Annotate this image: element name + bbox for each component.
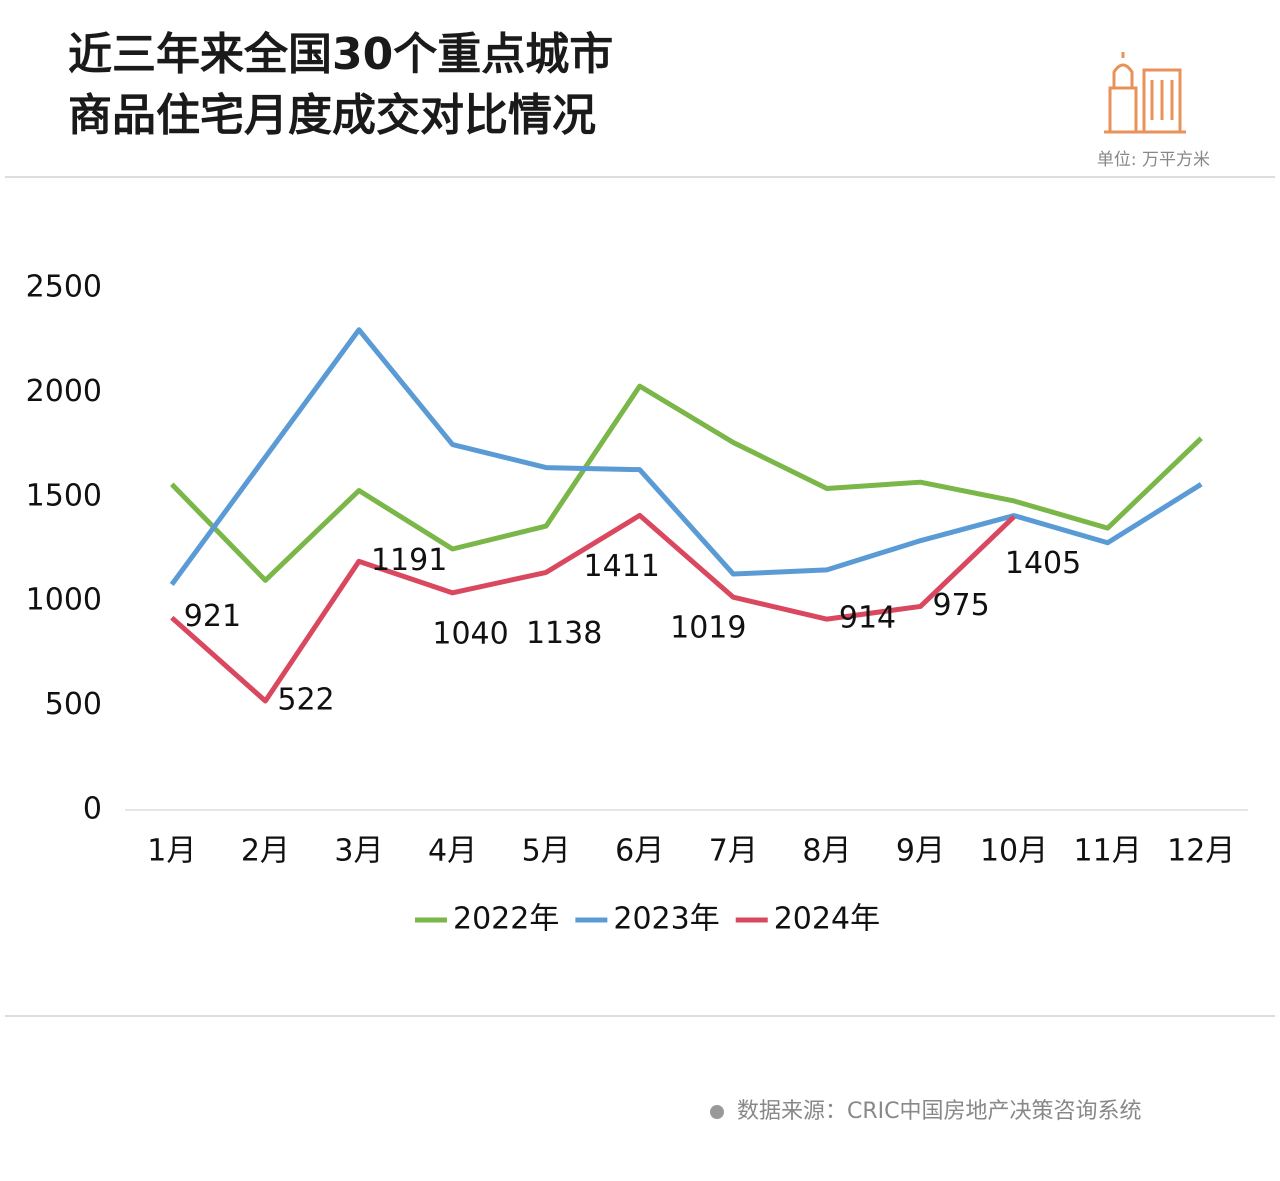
title-line: 近三年来全国30个重点城市 <box>68 29 613 80</box>
y-tick-label: 500 <box>45 687 102 722</box>
series-line <box>170 512 1016 704</box>
y-tick-label: 1500 <box>26 478 102 513</box>
series-line <box>170 383 1203 583</box>
data-label: 1411 <box>584 549 660 584</box>
source-bullet <box>710 1105 724 1119</box>
x-tick-label: 3月 <box>334 834 383 869</box>
x-tick-label: 4月 <box>428 834 477 869</box>
data-label: 1191 <box>371 543 447 578</box>
y-tick-label: 1000 <box>26 583 102 618</box>
legend-label: 2022年 <box>453 902 559 937</box>
series-line <box>169 327 1203 586</box>
title-line: 商品住宅月度成交对比情况 <box>68 90 596 141</box>
legend-label: 2023年 <box>613 902 719 937</box>
y-tick-label: 0 <box>83 792 102 827</box>
x-tick-label: 7月 <box>709 834 758 869</box>
legend-label: 2024年 <box>774 902 880 937</box>
y-tick-label: 2500 <box>26 270 102 305</box>
unit: 单位: 万平方米 <box>1097 150 1210 170</box>
data-label: 975 <box>932 588 989 623</box>
building-icon <box>1104 52 1186 134</box>
data-label: 1040 <box>432 616 508 651</box>
data-label: 921 <box>184 599 241 634</box>
x-tick-label: 1月 <box>147 834 196 869</box>
y-tick-label: 2000 <box>26 374 102 409</box>
source: 数据来源：CRIC中国房地产决策咨询系统 <box>737 1099 1142 1124</box>
x-tick-label: 12月 <box>1167 834 1235 869</box>
data-label: 1138 <box>526 616 602 651</box>
x-tick-label: 10月 <box>980 834 1048 869</box>
data-label: 1019 <box>670 611 746 646</box>
x-tick-label: 11月 <box>1074 834 1142 869</box>
x-tick-label: 9月 <box>896 834 945 869</box>
data-label: 914 <box>839 601 896 636</box>
x-tick-label: 6月 <box>615 834 664 869</box>
x-tick-label: 5月 <box>522 834 571 869</box>
x-tick-label: 2月 <box>241 834 290 869</box>
data-label: 522 <box>277 683 334 718</box>
x-tick-label: 8月 <box>802 834 851 869</box>
data-label: 1405 <box>1005 546 1081 581</box>
